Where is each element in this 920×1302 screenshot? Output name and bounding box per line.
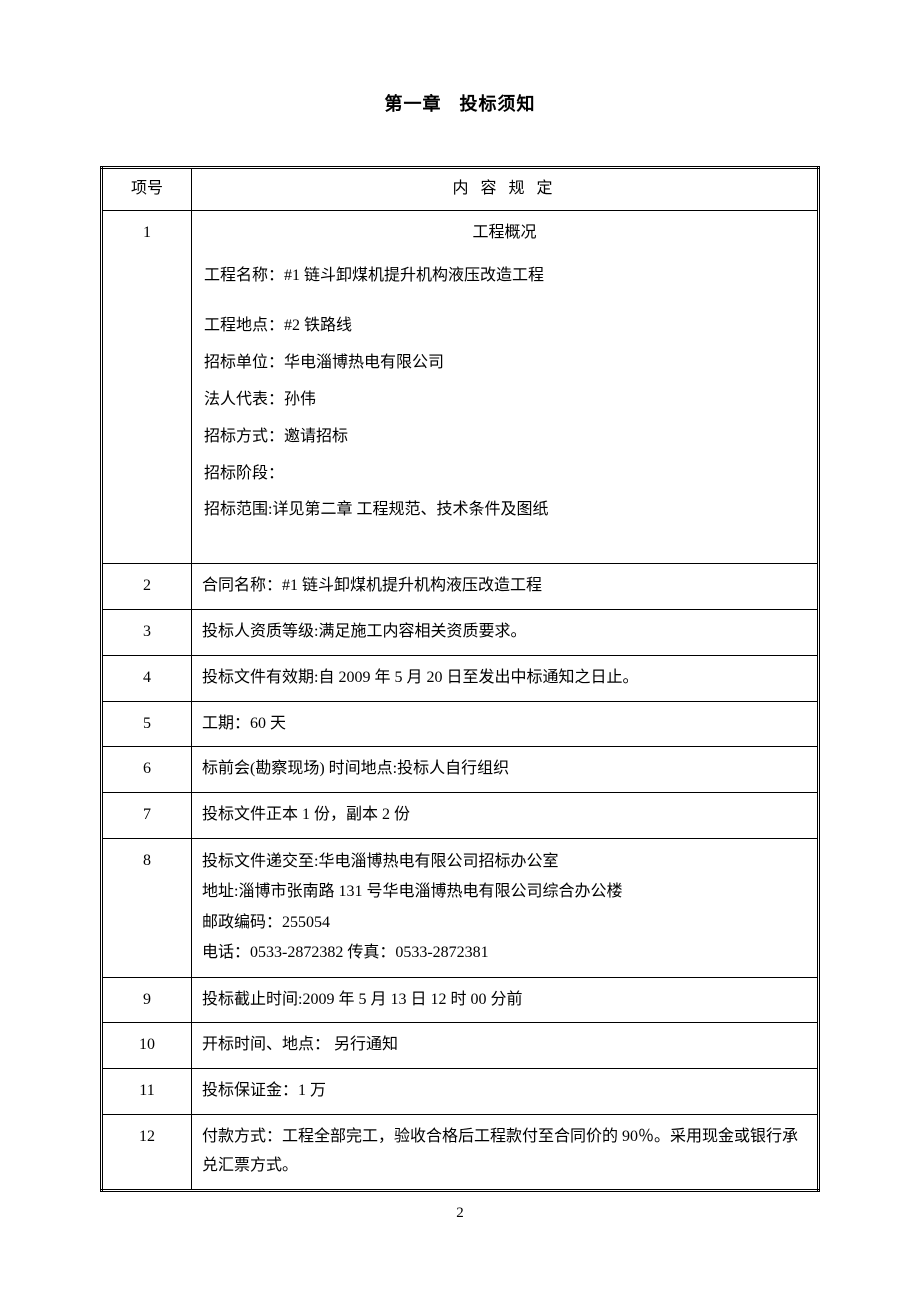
row-num: 10 [102,1023,192,1069]
table-row: 7 投标文件正本 1 份，副本 2 份 [102,793,819,839]
chapter-number: 第一章 [385,94,442,114]
chapter-name: 投标须知 [460,94,536,114]
row-content: 开标时间、地点： 另行通知 [192,1023,819,1069]
row-content: 投标截止时间:2009 年 5 月 13 日 12 时 00 分前 [192,977,819,1023]
tender-scope-line: 招标范围:详见第二章 工程规范、技术条件及图纸 [202,496,807,525]
address-line: 地址:淄博市张南路 131 号华电淄博热电有限公司综合办公楼 [202,877,807,907]
row-content: 投标文件有效期:自 2009 年 5 月 20 日至发出中标通知之日止。 [192,655,819,701]
project-location-line: 工程地点：#2 铁路线 [202,312,807,341]
row-num: 5 [102,701,192,747]
table-row: 11 投标保证金：1 万 [102,1069,819,1115]
row-content: 合同名称：#1 链斗卸煤机提升机构液压改造工程 [192,564,819,610]
row-num: 11 [102,1069,192,1115]
submit-to-line: 投标文件递交至:华电淄博热电有限公司招标办公室 [202,847,807,877]
table-row: 8 投标文件递交至:华电淄博热电有限公司招标办公室 地址:淄博市张南路 131 … [102,838,819,977]
project-overview-heading: 工程概况 [202,219,807,248]
table-row: 1 工程概况 工程名称：#1 链斗卸煤机提升机构液压改造工程 工程地点：#2 铁… [102,210,819,563]
row-content: 投标保证金：1 万 [192,1069,819,1115]
tender-method-line: 招标方式：邀请招标 [202,423,807,452]
project-name-line: 工程名称：#1 链斗卸煤机提升机构液压改造工程 [202,262,807,291]
row-content: 标前会(勘察现场) 时间地点:投标人自行组织 [192,747,819,793]
row-num: 4 [102,655,192,701]
bid-notice-table: 项号 内 容 规 定 1 工程概况 工程名称：#1 链斗卸煤机提升机构液压改造工… [100,166,820,1192]
row-num: 2 [102,564,192,610]
chapter-title: 第一章投标须知 [100,90,820,116]
postal-code-line: 邮政编码：255054 [202,908,807,938]
header-col-content: 内 容 规 定 [192,168,819,211]
row-num: 12 [102,1114,192,1190]
legal-rep-line: 法人代表：孙伟 [202,386,807,415]
phone-fax-line: 电话：0533-2872382 传真：0533-2872381 [202,938,807,968]
table-row: 5 工期：60 天 [102,701,819,747]
row-num: 7 [102,793,192,839]
row-num: 9 [102,977,192,1023]
table-header-row: 项号 内 容 规 定 [102,168,819,211]
header-col-num: 项号 [102,168,192,211]
table-row: 10 开标时间、地点： 另行通知 [102,1023,819,1069]
row-num: 1 [102,210,192,563]
table-row: 3 投标人资质等级:满足施工内容相关资质要求。 [102,609,819,655]
tender-unit-line: 招标单位：华电淄博热电有限公司 [202,349,807,378]
table-row: 6 标前会(勘察现场) 时间地点:投标人自行组织 [102,747,819,793]
table-row: 12 付款方式：工程全部完工，验收合格后工程款付至合同价的 90％。采用现金或银… [102,1114,819,1190]
row-num: 8 [102,838,192,977]
page-number: 2 [0,1205,920,1222]
table-row: 4 投标文件有效期:自 2009 年 5 月 20 日至发出中标通知之日止。 [102,655,819,701]
row-content: 投标文件正本 1 份，副本 2 份 [192,793,819,839]
row-content: 付款方式：工程全部完工，验收合格后工程款付至合同价的 90％。采用现金或银行承兑… [192,1114,819,1190]
row-num: 3 [102,609,192,655]
tender-phase-line: 招标阶段： [202,460,807,489]
row-content: 工程概况 工程名称：#1 链斗卸煤机提升机构液压改造工程 工程地点：#2 铁路线… [192,210,819,563]
table-row: 2 合同名称：#1 链斗卸煤机提升机构液压改造工程 [102,564,819,610]
row-content: 投标文件递交至:华电淄博热电有限公司招标办公室 地址:淄博市张南路 131 号华… [192,838,819,977]
row-content: 工期：60 天 [192,701,819,747]
row-num: 6 [102,747,192,793]
row-content: 投标人资质等级:满足施工内容相关资质要求。 [192,609,819,655]
table-row: 9 投标截止时间:2009 年 5 月 13 日 12 时 00 分前 [102,977,819,1023]
